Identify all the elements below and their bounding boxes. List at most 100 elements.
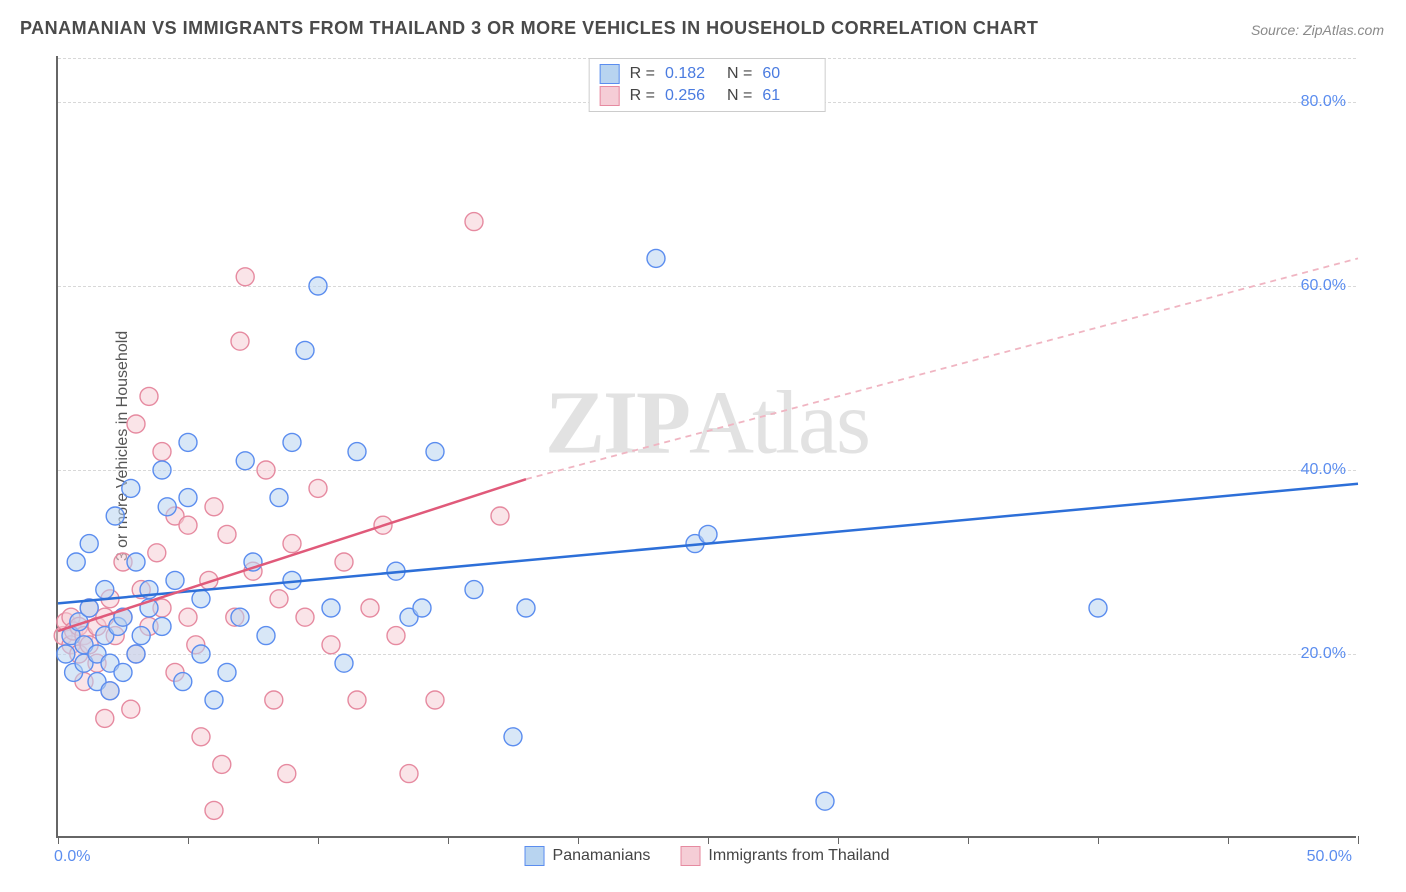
data-point — [236, 268, 254, 286]
data-point — [816, 792, 834, 810]
n-value-panamanians: 60 — [762, 65, 814, 83]
legend-correlation-box: R = 0.182 N = 60 R = 0.256 N = 61 — [589, 58, 826, 112]
data-point — [148, 544, 166, 562]
data-point — [413, 599, 431, 617]
x-tick — [1228, 836, 1229, 844]
data-point — [127, 415, 145, 433]
chart-title: PANAMANIAN VS IMMIGRANTS FROM THAILAND 3… — [20, 18, 1038, 39]
data-point — [67, 553, 85, 571]
data-point — [322, 599, 340, 617]
plot-area: ZIPAtlas 20.0%40.0%60.0%80.0% R = 0.182 … — [56, 56, 1356, 838]
data-point — [106, 507, 124, 525]
trend-line — [58, 484, 1358, 604]
data-point — [80, 535, 98, 553]
data-point — [309, 479, 327, 497]
data-point — [426, 443, 444, 461]
x-tick — [188, 836, 189, 844]
legend-row-thailand: R = 0.256 N = 61 — [600, 85, 815, 107]
data-point — [122, 700, 140, 718]
legend-swatch-panamanians — [600, 64, 620, 84]
data-point — [166, 571, 184, 589]
x-tick-label-max: 50.0% — [1307, 848, 1352, 866]
data-point — [335, 654, 353, 672]
data-point — [127, 553, 145, 571]
data-point — [426, 691, 444, 709]
chart-container: PANAMANIAN VS IMMIGRANTS FROM THAILAND 3… — [0, 0, 1406, 892]
data-point — [1089, 599, 1107, 617]
data-point — [283, 433, 301, 451]
legend-swatch-thailand — [600, 86, 620, 106]
data-point — [205, 691, 223, 709]
data-point — [174, 673, 192, 691]
data-point — [179, 489, 197, 507]
data-point — [231, 608, 249, 626]
data-point — [465, 581, 483, 599]
data-point — [218, 525, 236, 543]
data-point — [699, 525, 717, 543]
data-point — [348, 443, 366, 461]
r-label: R = — [630, 65, 655, 83]
data-point — [205, 498, 223, 516]
data-point — [270, 590, 288, 608]
legend-swatch-panamanians — [525, 846, 545, 866]
data-point — [647, 249, 665, 267]
data-point — [296, 341, 314, 359]
data-point — [213, 755, 231, 773]
data-point — [361, 599, 379, 617]
data-point — [192, 590, 210, 608]
data-point — [257, 627, 275, 645]
x-tick — [58, 836, 59, 844]
scatter-series-panamanians — [57, 249, 1107, 810]
trend-line — [526, 258, 1358, 479]
r-label: R = — [630, 87, 655, 105]
x-tick — [318, 836, 319, 844]
data-point — [387, 627, 405, 645]
data-point — [179, 433, 197, 451]
data-point — [153, 461, 171, 479]
data-point — [309, 277, 327, 295]
data-point — [283, 535, 301, 553]
data-point — [57, 645, 75, 663]
data-point — [114, 663, 132, 681]
x-tick — [1358, 836, 1359, 844]
data-point — [257, 461, 275, 479]
data-point — [491, 507, 509, 525]
data-point — [465, 213, 483, 231]
x-tick-label-min: 0.0% — [54, 848, 90, 866]
data-point — [132, 627, 150, 645]
data-point — [335, 553, 353, 571]
data-point — [400, 765, 418, 783]
data-point — [504, 728, 522, 746]
data-point — [322, 636, 340, 654]
legend-item-thailand: Immigrants from Thailand — [680, 846, 889, 866]
x-tick — [708, 836, 709, 844]
data-point — [153, 443, 171, 461]
data-point — [231, 332, 249, 350]
x-tick — [968, 836, 969, 844]
data-point — [192, 728, 210, 746]
r-value-thailand: 0.256 — [665, 87, 717, 105]
data-point — [265, 691, 283, 709]
data-point — [278, 765, 296, 783]
data-point — [218, 663, 236, 681]
legend-label-thailand: Immigrants from Thailand — [708, 847, 889, 865]
data-point — [270, 489, 288, 507]
data-point — [101, 682, 119, 700]
n-value-thailand: 61 — [762, 87, 814, 105]
x-tick — [578, 836, 579, 844]
plot-svg — [58, 56, 1356, 836]
data-point — [96, 581, 114, 599]
data-point — [236, 452, 254, 470]
data-point — [158, 498, 176, 516]
legend-series: Panamanians Immigrants from Thailand — [525, 846, 890, 866]
x-tick — [838, 836, 839, 844]
data-point — [96, 709, 114, 727]
x-tick — [1098, 836, 1099, 844]
data-point — [348, 691, 366, 709]
legend-swatch-thailand — [680, 846, 700, 866]
x-tick — [448, 836, 449, 844]
source-attribution: Source: ZipAtlas.com — [1251, 22, 1384, 38]
data-point — [127, 645, 145, 663]
data-point — [192, 645, 210, 663]
data-point — [296, 608, 314, 626]
